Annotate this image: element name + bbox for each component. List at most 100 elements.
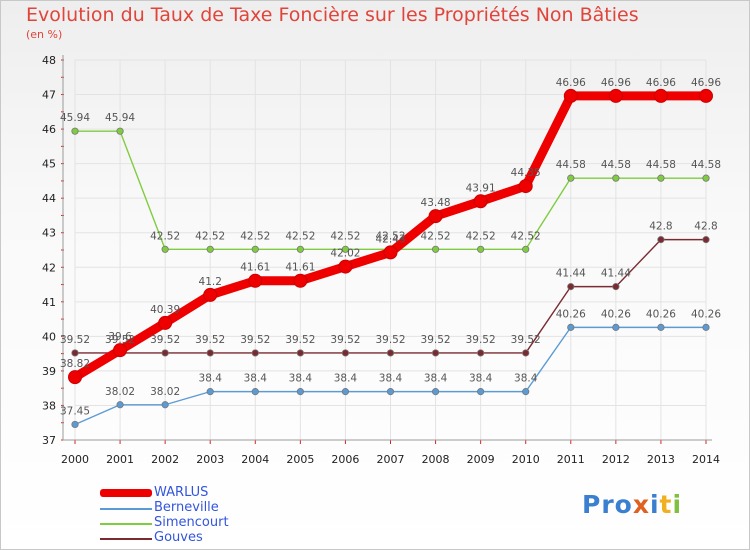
data-point-simencourt-2000	[71, 127, 79, 135]
data-point-simencourt-2012	[612, 174, 620, 182]
data-label-simencourt-2000: 45.94	[60, 112, 90, 124]
data-label-gouves-2012: 41.44	[601, 268, 631, 280]
data-point-gouves-2008	[431, 349, 440, 357]
data-point-warlus-2004	[248, 273, 263, 288]
chart-subtitle: (en %)	[26, 28, 63, 41]
data-label-simencourt-2008: 42.52	[421, 230, 451, 242]
data-label-warlus-2005: 41.61	[285, 262, 315, 274]
data-point-warlus-2009	[473, 194, 488, 209]
data-point-simencourt-2006	[341, 245, 350, 253]
data-point-warlus-2011	[563, 88, 578, 103]
x-tick-label-2007: 2007	[377, 453, 405, 466]
y-tick-label-48: 48	[42, 54, 56, 67]
data-point-simencourt-2014	[702, 174, 710, 182]
data-point-berneville-2004	[251, 388, 259, 396]
data-label-berneville-2012: 40.26	[601, 308, 631, 320]
data-label-berneville-2007: 38.4	[379, 373, 403, 385]
data-point-warlus-2013	[653, 88, 668, 103]
data-point-simencourt-2002	[161, 245, 169, 253]
x-tick-label-2011: 2011	[557, 453, 585, 466]
data-label-simencourt-2011: 44.58	[556, 159, 586, 171]
data-point-berneville-2006	[341, 388, 350, 396]
y-tick-label-37: 37	[42, 434, 56, 447]
data-point-simencourt-2005	[296, 245, 304, 253]
data-label-berneville-2002: 38.02	[150, 386, 180, 398]
data-label-gouves-2008: 39.52	[421, 334, 451, 346]
data-label-gouves-2011: 41.44	[556, 268, 586, 280]
x-tick-label-2005: 2005	[286, 453, 314, 466]
data-label-gouves-2010: 39.52	[511, 334, 541, 346]
data-label-gouves-2005: 39.52	[285, 334, 315, 346]
data-label-gouves-2000: 39.52	[60, 334, 90, 346]
y-tick-label-45: 45	[42, 158, 56, 171]
x-tick-label-2001: 2001	[106, 453, 134, 466]
data-label-warlus-2014: 46.96	[691, 77, 721, 89]
legend-label-warlus: WARLUS	[154, 485, 209, 500]
data-label-warlus-2003: 41.2	[199, 276, 222, 288]
data-point-warlus-2002	[158, 315, 173, 330]
data-point-simencourt-2011	[567, 174, 575, 182]
data-label-warlus-2007: 42.43	[375, 233, 405, 245]
y-tick-label-41: 41	[42, 296, 56, 309]
legend-label-berneville: Berneville	[154, 500, 219, 515]
data-point-berneville-2003	[206, 388, 214, 396]
data-point-gouves-2009	[477, 349, 485, 357]
data-point-simencourt-2013	[657, 174, 665, 182]
data-point-berneville-2001	[116, 401, 124, 409]
data-point-gouves-2006	[341, 349, 350, 357]
logo-part-x: x	[632, 490, 650, 519]
data-point-warlus-2007	[383, 245, 398, 260]
data-point-warlus-2000	[68, 370, 82, 385]
legend-swatch-simencourt	[100, 523, 152, 525]
data-label-warlus-2010: 44.35	[511, 167, 541, 179]
data-point-warlus-2001	[113, 343, 128, 358]
data-label-berneville-2008: 38.4	[424, 373, 448, 385]
data-point-gouves-2007	[386, 349, 395, 357]
data-point-berneville-2010	[522, 388, 530, 396]
data-label-gouves-2013: 42.8	[649, 221, 672, 233]
data-label-gouves-2014: 42.8	[694, 221, 717, 233]
data-label-simencourt-2006: 42.52	[330, 230, 360, 242]
data-point-gouves-2010	[522, 349, 530, 357]
logo-part-t: t	[659, 490, 673, 519]
data-point-gouves-2004	[251, 349, 259, 357]
data-label-warlus-2012: 46.96	[601, 77, 631, 89]
data-label-gouves-2004: 39.52	[240, 334, 270, 346]
data-point-warlus-2010	[518, 179, 533, 194]
data-label-gouves-2003: 39.52	[195, 334, 225, 346]
data-point-gouves-2005	[296, 349, 304, 357]
data-point-berneville-2011	[567, 323, 575, 331]
data-point-warlus-2008	[428, 209, 443, 224]
y-tick-label-42: 42	[42, 261, 56, 274]
data-point-simencourt-2003	[206, 245, 214, 253]
data-label-berneville-2013: 40.26	[646, 308, 676, 320]
data-point-warlus-2003	[203, 287, 218, 302]
data-point-berneville-2009	[477, 388, 485, 396]
data-point-warlus-2005	[293, 273, 308, 288]
data-label-berneville-2001: 38.02	[105, 386, 135, 398]
x-tick-label-2013: 2013	[647, 453, 675, 466]
data-point-berneville-2005	[296, 388, 304, 396]
data-label-simencourt-2001: 45.94	[105, 112, 135, 124]
data-label-berneville-2009: 38.4	[469, 373, 493, 385]
data-label-simencourt-2010: 42.52	[511, 230, 541, 242]
y-tick-label-44: 44	[42, 192, 56, 205]
data-point-gouves-2014	[702, 236, 710, 244]
data-point-berneville-2013	[657, 323, 665, 331]
data-point-gouves-2013	[657, 236, 665, 244]
x-tick-label-2006: 2006	[331, 453, 359, 466]
y-tick-label-46: 46	[42, 123, 56, 136]
data-label-simencourt-2009: 42.52	[466, 230, 496, 242]
data-point-gouves-2012	[612, 283, 620, 291]
x-tick-label-2010: 2010	[512, 453, 540, 466]
data-point-berneville-2014	[702, 323, 710, 331]
x-tick-label-2012: 2012	[602, 453, 630, 466]
y-tick-label-43: 43	[42, 227, 56, 240]
legend-label-gouves: Gouves	[154, 530, 203, 545]
proxiti-logo: Proxiti	[582, 490, 682, 519]
data-label-warlus-2001: 39.6	[108, 331, 132, 343]
data-label-berneville-2003: 38.4	[199, 373, 223, 385]
data-label-gouves-2007: 39.52	[375, 334, 405, 346]
data-label-warlus-2013: 46.96	[646, 77, 676, 89]
